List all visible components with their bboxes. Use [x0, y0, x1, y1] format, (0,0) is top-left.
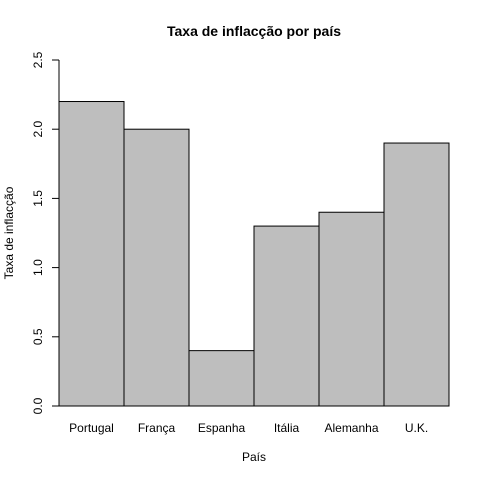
x-tick-label: Espanha	[198, 421, 246, 435]
y-tick-label: 0.0	[31, 397, 45, 414]
x-tick-labels: Portugal França Espanha Itália Alemanha U.K.	[69, 421, 428, 435]
x-axis-label: País	[242, 450, 266, 464]
x-tick-label: Alemanha	[324, 421, 378, 435]
bar-u-k-	[383, 142, 450, 407]
chart-title: Taxa de inflacção por país	[167, 23, 341, 39]
y-tick-label: 2.5	[31, 51, 45, 68]
y-axis-label: Taxa de inflacção	[2, 186, 16, 279]
x-tick-label: U.K.	[405, 421, 428, 435]
bar-frança	[123, 128, 190, 407]
y-tick-label: 0.5	[31, 328, 45, 345]
y-tick-label: 2.0	[31, 121, 45, 138]
y-tick-label: 1.5	[31, 190, 45, 207]
x-tick-label: França	[138, 421, 176, 435]
bars-group	[58, 101, 450, 407]
bar-portugal	[58, 101, 125, 407]
y-axis: 0.0 0.5 1.0 1.5 2.0 2.5	[31, 51, 60, 414]
bar-itália	[253, 225, 320, 407]
x-tick-label: Portugal	[69, 421, 114, 435]
y-tick-label: 1.0	[31, 259, 45, 276]
bar-alemanha	[318, 211, 385, 407]
x-tick-label: Itália	[274, 421, 300, 435]
bar-espanha	[188, 350, 255, 407]
